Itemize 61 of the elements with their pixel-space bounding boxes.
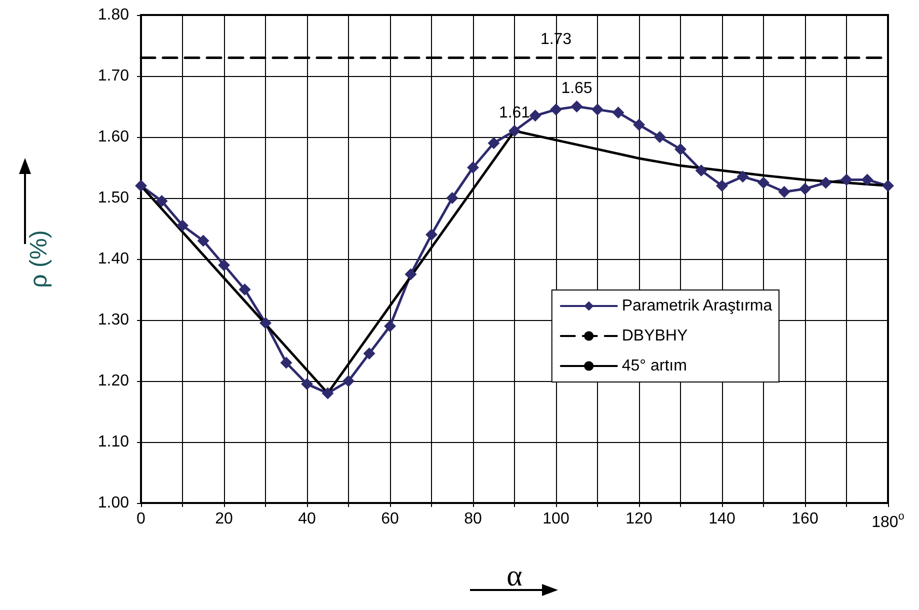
point — [446, 192, 458, 204]
point — [176, 219, 188, 232]
x-tick-label: 20 — [215, 510, 233, 528]
point — [404, 268, 417, 280]
point — [529, 110, 542, 122]
point — [322, 387, 334, 400]
point — [736, 170, 749, 183]
x-tick-label: 100 — [542, 510, 570, 528]
y-tick-label: 1.80 — [98, 6, 130, 24]
point — [820, 176, 832, 189]
point — [674, 143, 686, 156]
point — [363, 348, 376, 360]
point — [260, 317, 272, 330]
point — [342, 375, 354, 387]
point — [840, 174, 852, 186]
point — [799, 182, 811, 195]
x-tick-label: 80 — [464, 510, 482, 528]
point — [156, 195, 168, 208]
point — [238, 284, 251, 296]
y-tick-label: 1.00 — [98, 494, 130, 512]
point — [218, 259, 230, 272]
point — [384, 320, 396, 332]
point — [861, 174, 874, 186]
point — [280, 356, 292, 369]
annotation: 1.65 — [561, 80, 592, 97]
y-tick-label: 1.10 — [98, 434, 130, 450]
x-tick-label: 160 — [792, 510, 818, 528]
x-tick-label: 60 — [381, 510, 399, 528]
legend-label: Parametrik Araştırma — [622, 298, 772, 314]
x-tick-label: 0 — [136, 510, 146, 528]
point — [716, 180, 728, 192]
point — [301, 378, 313, 390]
x-tick-label: 140 — [708, 510, 736, 528]
y-tick-label: 1.70 — [98, 68, 130, 84]
point — [426, 228, 438, 241]
y-axis-title: ρ (%) — [26, 230, 52, 288]
point — [695, 164, 708, 177]
point — [758, 176, 770, 189]
x-tick-label: 40 — [298, 510, 316, 528]
point — [882, 180, 894, 192]
point — [508, 124, 520, 137]
x-tick-label: 120 — [626, 510, 652, 528]
x-axis-title: α — [506, 560, 523, 592]
legend-label: 45° artım — [622, 358, 687, 374]
y-tick-label: 1.40 — [98, 250, 130, 268]
point — [197, 234, 210, 247]
y-tick-label: 1.30 — [98, 312, 130, 328]
point — [592, 104, 604, 116]
point — [550, 104, 562, 116]
point — [633, 118, 645, 131]
point — [488, 137, 500, 150]
y-tick-label: 1.60 — [98, 128, 130, 146]
point — [612, 106, 624, 119]
point — [135, 180, 147, 192]
legend-label: DBYBHY — [622, 328, 688, 344]
y-tick-label: 1.20 — [98, 372, 130, 390]
point — [654, 131, 666, 143]
point — [778, 186, 790, 198]
y-tick-label: 1.50 — [98, 190, 130, 206]
point — [467, 162, 479, 174]
point — [570, 100, 583, 112]
